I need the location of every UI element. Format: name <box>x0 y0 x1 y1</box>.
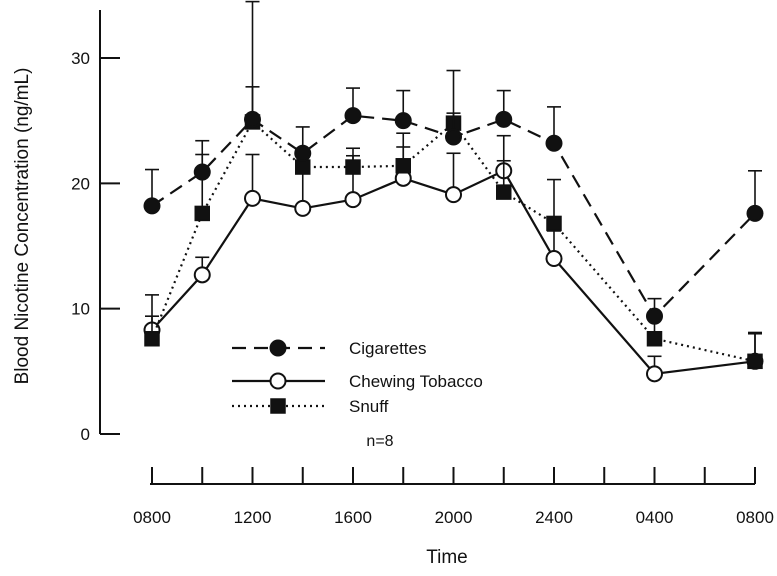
data-point <box>244 110 261 128</box>
data-point <box>143 197 161 215</box>
legend-item: Snuff <box>232 397 389 416</box>
series-cigarettes <box>143 86 764 325</box>
series-chewing-tobacco <box>143 132 764 383</box>
data-point <box>496 184 512 200</box>
data-point <box>344 107 362 125</box>
data-point <box>445 128 462 146</box>
data-point <box>646 330 663 347</box>
x-ticks: 0800 1200 1600 2000 2400 0400 0800 <box>133 467 774 527</box>
sample-size-note: n=8 <box>366 433 393 450</box>
data-point <box>344 191 362 209</box>
data-point <box>244 189 261 207</box>
data-point <box>646 307 663 325</box>
data-point <box>545 134 563 152</box>
data-point <box>495 110 513 128</box>
series-line <box>150 120 756 363</box>
data-point <box>294 144 312 162</box>
x-tick-label: 0800 <box>133 508 171 527</box>
legend-item: Chewing Tobacco <box>232 372 483 391</box>
data-point <box>294 199 312 217</box>
y-tick-label: 20 <box>71 174 90 193</box>
legend-label: Snuff <box>349 397 389 416</box>
series-layer <box>143 0 764 383</box>
data-point <box>395 158 411 174</box>
legend-marker <box>269 339 287 357</box>
legend-label: Chewing Tobacco <box>349 372 483 391</box>
y-axis-title: Blood Nicotine Concentration (ng/mL) <box>12 68 33 385</box>
data-point <box>194 205 210 222</box>
data-point <box>747 353 763 370</box>
legend: Cigarettes Chewing Tobacco Snuff <box>232 339 483 416</box>
data-point <box>193 266 211 284</box>
y-ticks: 0 10 20 30 <box>71 49 120 444</box>
legend-marker <box>269 372 287 390</box>
data-point <box>445 186 462 204</box>
series-line <box>151 114 756 319</box>
x-tick-label: 0400 <box>636 508 674 527</box>
x-tick-label: 1600 <box>334 508 372 527</box>
data-point <box>746 204 764 222</box>
x-tick-label: 1200 <box>234 508 272 527</box>
y-tick-label: 0 <box>81 425 90 444</box>
data-point <box>545 250 563 268</box>
data-point <box>546 215 562 232</box>
y-tick-label: 10 <box>71 300 90 319</box>
x-tick-label: 2000 <box>435 508 473 527</box>
data-point <box>144 330 160 347</box>
data-point <box>345 159 361 175</box>
y-tick-label: 30 <box>71 49 90 68</box>
x-axis-title: Time <box>426 547 468 568</box>
data-point <box>646 365 663 383</box>
legend-marker <box>270 398 286 414</box>
x-tick-label: 0800 <box>736 508 774 527</box>
legend-item: Cigarettes <box>232 339 426 358</box>
data-point <box>295 159 311 175</box>
x-tick-label: 2400 <box>535 508 573 527</box>
data-point <box>394 112 412 130</box>
data-point <box>193 163 211 181</box>
legend-label: Cigarettes <box>349 339 426 358</box>
